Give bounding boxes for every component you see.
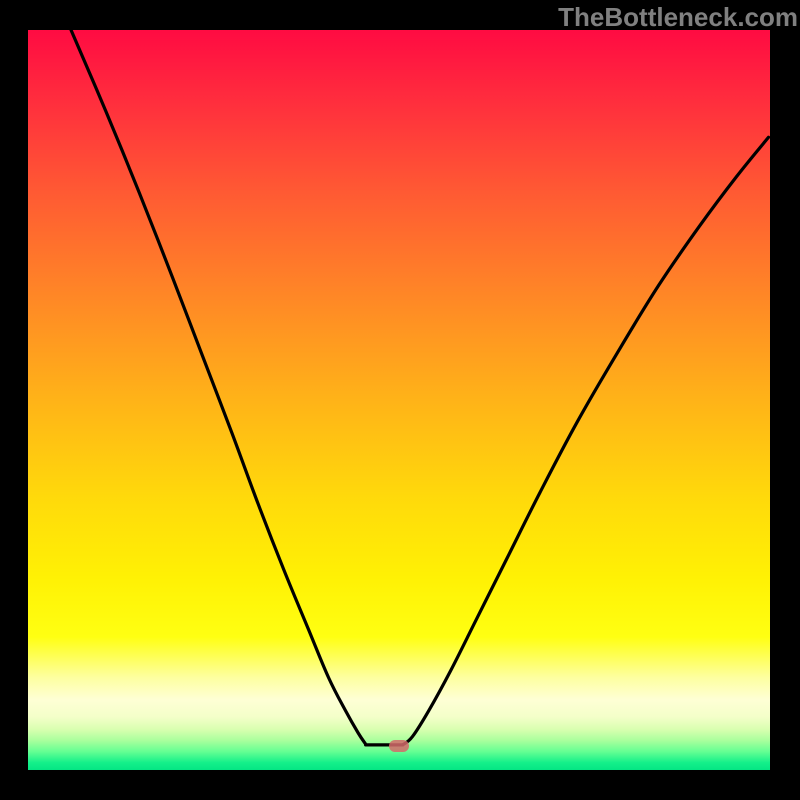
bottleneck-curve [28,30,770,770]
optimal-marker [389,740,409,752]
plot-area [28,30,770,770]
watermark-text: TheBottleneck.com [558,2,798,33]
